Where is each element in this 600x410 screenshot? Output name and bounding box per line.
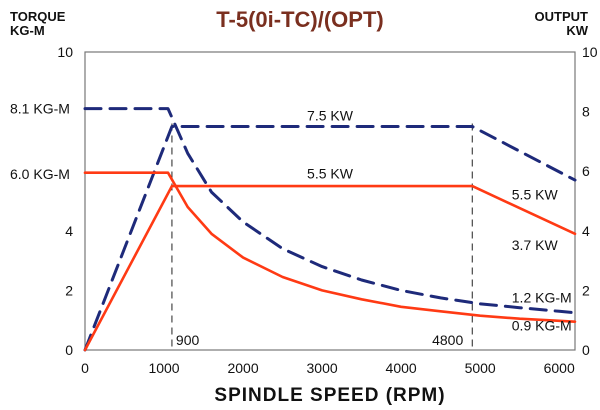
- y-tick-left: 0: [65, 342, 73, 358]
- chart-title: T-5(0i-TC)/(OPT): [216, 7, 383, 32]
- y-tick-right: 4: [582, 223, 590, 239]
- torque-level-label: 8.1 KG-M: [10, 101, 70, 117]
- guide-label: 4800: [432, 332, 463, 348]
- value-annotation: 5.5 KW: [307, 166, 354, 182]
- y-tick-left: 4: [65, 223, 73, 239]
- series-group: [83, 107, 577, 352]
- left-axis-title-line: KG-M: [10, 23, 45, 38]
- series-line-3: [83, 171, 577, 323]
- x-tick: 4000: [386, 360, 417, 376]
- y-tick-left: 2: [65, 282, 73, 298]
- series-line-1: [83, 107, 577, 315]
- y-tick-right: 0: [582, 342, 590, 358]
- value-annotation: 7.5 KW: [307, 108, 354, 124]
- x-tick: 6000: [544, 360, 575, 376]
- guide-lines: [171, 123, 473, 350]
- right-axis-title-line: KW: [566, 23, 588, 38]
- value-annotation: 0.9 KG-M: [512, 318, 572, 334]
- value-annotation: 3.7 KW: [512, 237, 559, 253]
- series-line-2: [83, 125, 577, 352]
- torque-level-label: 6.0 KG-M: [10, 166, 70, 182]
- y-tick-left: 10: [57, 44, 73, 60]
- x-tick: 1000: [148, 360, 179, 376]
- series-line-4: [83, 184, 577, 352]
- right-axis-title-line: OUTPUT: [535, 9, 589, 24]
- y-tick-right: 10: [582, 44, 598, 60]
- x-tick: 3000: [307, 360, 338, 376]
- y-tick-right: 6: [582, 163, 590, 179]
- x-tick: 0: [81, 360, 89, 376]
- text-group: T-5(0i-TC)/(OPT)TORQUEKG-MOUTPUTKW024100…: [10, 7, 598, 406]
- value-annotation: 1.2 KG-M: [512, 289, 572, 305]
- x-axis-label: SPINDLE SPEED (RPM): [214, 385, 445, 406]
- guide-label: 900: [176, 332, 200, 348]
- value-annotation: 5.5 KW: [512, 187, 559, 203]
- y-tick-right: 2: [582, 282, 590, 298]
- left-axis-title-line: TORQUE: [10, 9, 66, 24]
- x-tick: 2000: [227, 360, 258, 376]
- y-tick-right: 8: [582, 104, 590, 120]
- plot-area: [84, 51, 576, 351]
- x-tick: 5000: [465, 360, 496, 376]
